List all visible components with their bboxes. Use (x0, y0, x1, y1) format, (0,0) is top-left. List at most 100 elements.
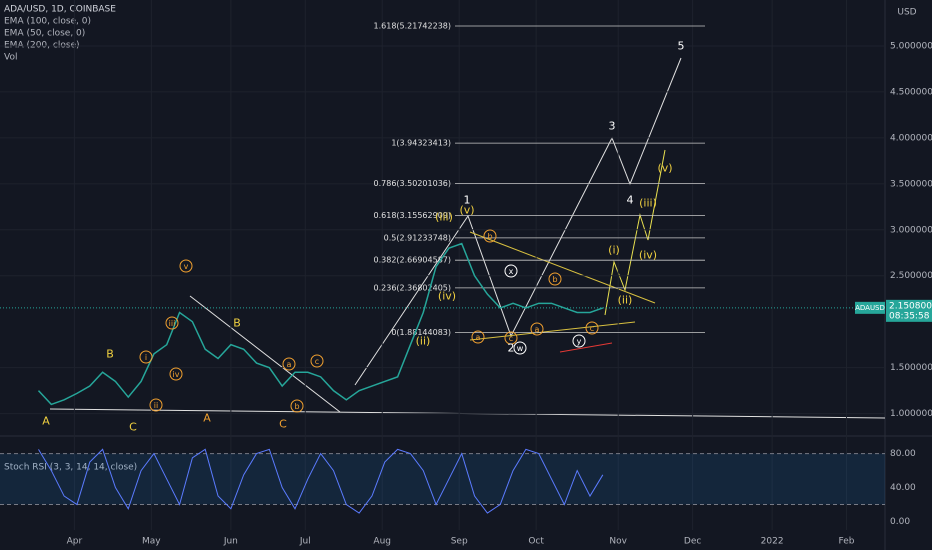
wave-label: (iv) (639, 249, 657, 262)
x-tick-label: Sep (451, 537, 468, 547)
wave-label: iii (169, 319, 176, 328)
wave-label: y (577, 337, 582, 346)
fib-label: 0(1.88144083) (391, 328, 451, 337)
y-tick-label: 4.50000000 (890, 87, 932, 97)
wave-label: c (590, 324, 594, 333)
wave-label: (iii) (435, 211, 453, 224)
rsi-tick-label: 40.00 (890, 483, 916, 493)
wave-label: B (233, 317, 241, 330)
x-tick-label: Nov (609, 537, 627, 547)
wave-label: B (106, 348, 114, 361)
wave-label: w (517, 344, 524, 353)
fib-label: 0.236(2.36802405) (374, 283, 452, 292)
wave-circle (513, 341, 527, 355)
wave-projection (354, 57, 682, 386)
fib-label: 0.5(2.91233748) (384, 233, 451, 242)
wave-label: b (552, 275, 557, 284)
wave-label: a (535, 325, 540, 334)
symbol-title: ADA/USD, 1D, COINBASE (4, 5, 116, 15)
wave-circle (483, 229, 497, 243)
wave-label: (ii) (618, 294, 633, 307)
wave-circle (282, 357, 296, 371)
wave-label: a (476, 333, 481, 342)
wave-label: (iii) (639, 197, 657, 210)
price-badge (886, 299, 932, 322)
indicator-label: EMA (50, close, 0) (4, 29, 85, 39)
wave-label: b (487, 232, 492, 241)
currency-label: USD (897, 8, 916, 18)
y-tick-label: 1.50000000 (890, 363, 932, 373)
wave-circle (548, 272, 562, 286)
wave-circle (471, 330, 485, 344)
wave-label: i (145, 353, 147, 362)
wave-circle (504, 264, 518, 278)
x-tick-label: Jul (299, 537, 311, 547)
wave-label: (ii) (416, 335, 431, 348)
invalidation-line (559, 342, 613, 353)
y-tick-label: 2.50000000 (890, 271, 932, 281)
y-tick-label: 4.00000000 (890, 133, 932, 143)
wave-label: 5 (678, 40, 685, 53)
rsi-title: Stoch RSI (3, 3, 14, 14, close) (4, 463, 137, 473)
wave-label: c (509, 334, 513, 343)
rsi-line (38, 448, 604, 514)
wave-label: ii (154, 401, 158, 410)
wave-label: C (129, 421, 137, 434)
ticker-badge (855, 301, 885, 314)
trend-line (189, 295, 341, 413)
fib-label: 0.382(2.66904587) (374, 256, 452, 265)
x-tick-label: May (142, 537, 161, 547)
y-tick-label: 1.00000000 (890, 409, 932, 419)
wave-label: A (203, 412, 211, 425)
fib-label: 1.618(5.21742238) (374, 21, 452, 30)
wave-circle (585, 321, 599, 335)
wave-circle (530, 322, 544, 336)
wave-label: 2 (508, 342, 515, 355)
wave-circle (310, 354, 324, 368)
x-tick-label: Oct (528, 537, 544, 547)
wave-circle (179, 259, 193, 273)
fib-label: 0.618(3.15562909) (374, 211, 452, 220)
wave-circle (572, 334, 586, 348)
ticker-label: ADAUSD (855, 304, 885, 312)
x-tick-label: Jun (223, 537, 238, 547)
y-tick-label: 3.50000000 (890, 179, 932, 189)
subwave-projection (604, 149, 666, 316)
wave-label: (i) (608, 244, 620, 257)
wave-label: iv (173, 370, 180, 379)
wave-label: 1 (464, 194, 471, 207)
wave-label: a (287, 360, 292, 369)
rsi-tick-label: 80.00 (890, 449, 916, 459)
wave-label: 4 (627, 194, 634, 207)
x-tick-label: Apr (67, 537, 83, 547)
wave-circle (139, 350, 153, 364)
x-tick-label: Feb (839, 537, 855, 547)
wave-label: C (279, 418, 287, 431)
x-tick-label: 2022 (761, 537, 784, 547)
wave-label: b (294, 402, 299, 411)
wave-label: (iv) (438, 290, 456, 303)
countdown-label: 08:35:58 (889, 311, 930, 321)
fib-label: 0.786(3.50201036) (374, 179, 452, 188)
wave-label: 3 (609, 120, 616, 133)
rsi-tick-label: 0.00 (890, 517, 910, 527)
triangle-bottom (469, 321, 636, 341)
wave-circle (290, 399, 304, 413)
wave-label: v (184, 262, 189, 271)
wave-label: (v) (459, 204, 474, 217)
y-tick-label: 5.00000000 (890, 41, 932, 51)
last-price-label: 2.15080000 (889, 301, 932, 311)
fib-label: 1(3.94323413) (391, 139, 451, 148)
wave-circle (149, 398, 163, 412)
wave-circle (504, 331, 518, 345)
price-line (37, 242, 604, 406)
wave-label: c (315, 357, 319, 366)
wave-circle (169, 367, 183, 381)
x-tick-label: Aug (373, 537, 391, 547)
wave-label: x (509, 267, 514, 276)
y-tick-label: 3.00000000 (890, 225, 932, 235)
indicator-label: EMA (100, close, 0) (4, 17, 91, 27)
wave-label: A (42, 415, 50, 428)
wave-label: (v) (657, 162, 672, 175)
